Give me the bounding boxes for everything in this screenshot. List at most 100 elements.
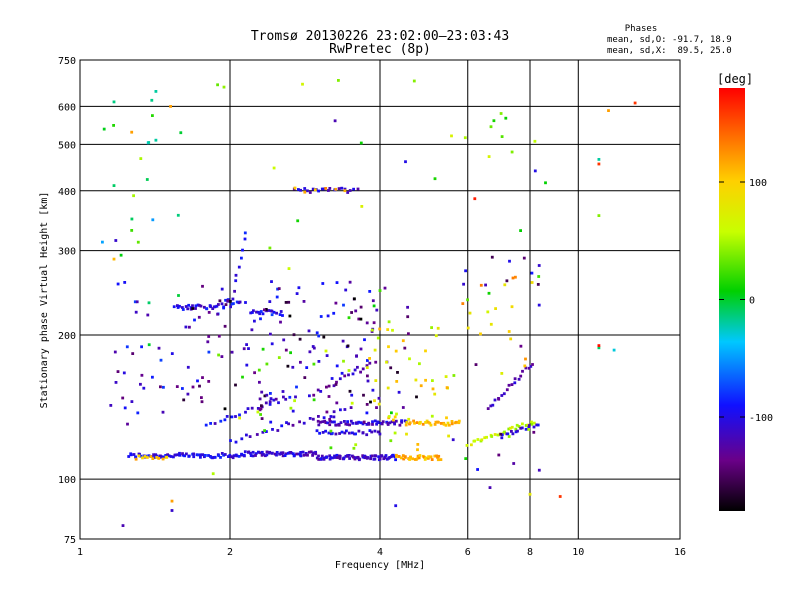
data-point [159,385,162,389]
data-point [312,362,316,366]
data-point [269,332,272,336]
data-point [223,324,227,328]
data-point [408,458,411,461]
colorbar-label: [deg] [717,72,753,86]
data-point [348,389,352,393]
data-point [324,429,327,433]
data-point [229,305,232,309]
data-point [368,361,372,365]
data-point [232,302,235,305]
y-tick-label: 100 [58,475,76,486]
data-point [535,423,539,427]
data-point [597,346,601,350]
data-point [252,309,255,313]
data-point [288,395,292,399]
data-point [325,410,329,414]
data-point [510,305,514,309]
data-point [411,457,414,461]
data-point [230,415,234,419]
data-point [263,308,266,312]
data-point [372,321,376,325]
data-point [390,420,394,424]
data-point [544,181,547,185]
data-point [220,287,224,291]
data-point [347,316,351,320]
data-point [130,400,134,403]
data-point [329,429,333,433]
data-point [220,302,224,306]
data-point [259,310,263,313]
data-point [451,438,455,442]
data-point [524,424,528,427]
data-point [339,421,343,424]
data-point [352,446,356,450]
data-point [123,281,127,284]
data-point [281,451,285,455]
data-point [436,326,440,330]
data-point [375,308,379,312]
data-point [484,283,487,287]
data-point [259,451,263,455]
data-point [452,374,456,377]
data-point [530,422,534,426]
data-point [270,309,274,313]
data-point [433,392,437,396]
data-point [436,458,440,462]
data-point [503,430,506,434]
y-tick-label: 500 [58,140,76,151]
data-point [302,300,306,303]
data-point [373,348,377,352]
data-point [462,282,465,286]
data-point [280,424,284,428]
data-point [229,455,233,458]
data-point [633,101,637,105]
data-point [268,300,272,303]
data-point [514,427,518,431]
data-point [393,431,397,435]
data-point [161,410,165,414]
data-point [327,395,331,398]
data-point [370,454,374,458]
data-point [284,348,288,352]
data-point [371,388,375,392]
data-point [137,454,141,458]
data-point [347,369,351,372]
y-tick-label: 300 [58,247,76,258]
data-point [317,189,320,193]
data-point [293,453,296,457]
data-point [283,454,287,457]
data-point [235,300,239,304]
data-point [408,421,412,425]
data-point [269,392,272,395]
data-point [383,456,387,460]
data-point [332,384,336,388]
data-point [116,370,120,373]
data-point [328,187,332,190]
data-point [365,423,369,426]
data-point [430,458,434,461]
data-point [531,363,534,366]
data-point [335,281,339,284]
data-point [516,429,519,433]
data-point [431,379,434,382]
data-point [341,339,345,343]
data-point [140,345,143,349]
data-point [329,446,333,450]
data-point [147,301,151,305]
data-point [362,393,365,397]
data-point [328,420,332,423]
data-point [431,387,435,391]
data-point [181,306,184,309]
data-point [185,452,188,456]
data-point [334,383,338,386]
data-point [308,350,312,354]
data-point [172,305,176,309]
data-point [193,318,196,322]
data-point [151,457,155,460]
data-point [277,356,281,359]
data-point [511,432,515,436]
data-point [182,398,186,402]
data-point [250,328,254,332]
data-point [537,303,541,307]
data-point [238,413,241,417]
